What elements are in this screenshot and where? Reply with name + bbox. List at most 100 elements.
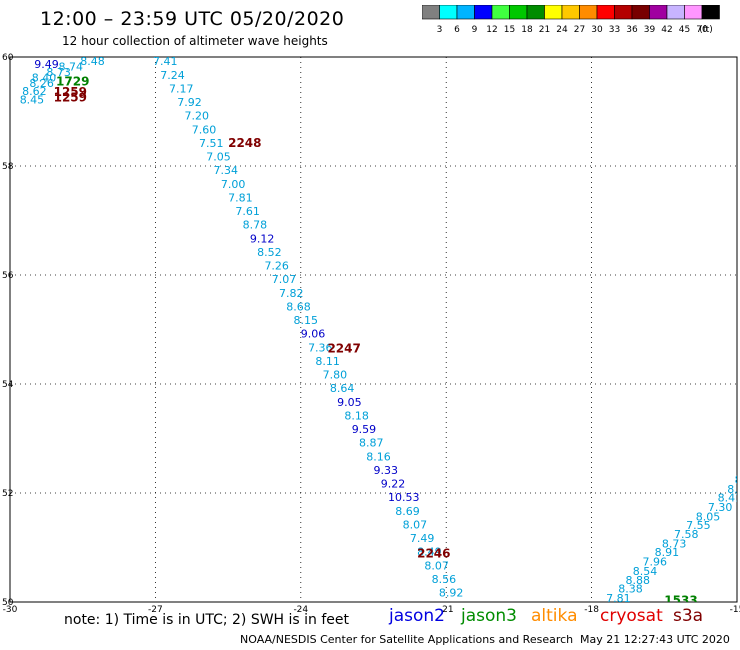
wave-height-label: 7.55 xyxy=(686,519,711,532)
wave-height-label: 7.81 xyxy=(606,592,631,605)
wave-height-label: 9.05 xyxy=(337,396,362,409)
track-layer: 7.417.247.177.927.207.607.517.057.347.00… xyxy=(20,55,740,605)
wave-height-label: 9.33 xyxy=(374,464,399,477)
legend-label: 39 xyxy=(644,25,656,35)
legend-label: 9 xyxy=(472,25,478,35)
wave-height-label: 8.92 xyxy=(439,587,464,600)
legend-label: 3 xyxy=(437,25,443,35)
wave-height-label: 7.60 xyxy=(192,123,217,136)
map-frame xyxy=(9,56,738,603)
wave-height-label: 10.53 xyxy=(388,491,420,504)
footnote: note: 1) Time is in UTC; 2) SWH is in fe… xyxy=(64,612,350,628)
lon-tick-label: -24 xyxy=(293,605,308,615)
wave-height-label: 8.18 xyxy=(344,409,369,422)
wave-height-label: 8.88 xyxy=(626,574,651,587)
lon-tick-label: -18 xyxy=(584,605,599,615)
legend-label: 70 xyxy=(696,25,708,35)
wave-height-label: 9.22 xyxy=(381,478,406,491)
lat-tick-label: 54 xyxy=(2,380,14,390)
lon-tick-label: -30 xyxy=(3,605,18,615)
lat-tick-label: 58 xyxy=(2,162,14,172)
wave-height-label: 8.91 xyxy=(655,546,680,559)
wave-height-label: 7.96 xyxy=(642,555,667,568)
legend-label: 15 xyxy=(504,25,515,35)
legend-cryosat: cryosat xyxy=(600,606,663,626)
wave-height-label: 7.51 xyxy=(199,137,224,150)
legend-s3a: s3a xyxy=(673,606,704,626)
legend-label: 24 xyxy=(556,25,568,35)
wave-height-label: 7.05 xyxy=(206,151,231,164)
wave-height-label: 8.11 xyxy=(315,355,340,368)
wave-height-label: 8.38 xyxy=(618,583,643,596)
lat-tick-label: 56 xyxy=(2,271,14,281)
wave-height-label: 7.34 xyxy=(214,164,239,177)
generation-timestamp: May 21 12:27:43 UTC 2020 xyxy=(580,633,730,646)
wave-height-label: 8.73 xyxy=(46,66,71,79)
wave-height-label: 8.73 xyxy=(662,538,687,551)
lat-tick-label: 50 xyxy=(2,598,14,608)
wave-height-label: 7.17 xyxy=(169,82,194,95)
pass-time-label: 2247 xyxy=(327,341,360,355)
wave-height-label: 8.56 xyxy=(432,573,457,586)
wave-height-label: 8 xyxy=(735,474,740,487)
wave-height-label: 8.87 xyxy=(359,437,384,450)
pass-time-label: 1259 xyxy=(54,91,87,105)
wave-height-label: 7.41 xyxy=(153,55,178,68)
map-panel: -30-27-24-21-18-156058565452507.417.247.… xyxy=(2,53,740,615)
wave-height-label: 9.59 xyxy=(352,423,377,436)
legend-jason2: jason2 xyxy=(389,606,445,626)
lat-tick-label: 60 xyxy=(2,53,14,63)
legend-label: 33 xyxy=(609,25,620,35)
wave-height-label: 7.80 xyxy=(323,369,348,382)
wave-height-label: 7.07 xyxy=(272,273,297,286)
wave-height-label: 8.52 xyxy=(257,246,282,259)
legend-label: 42 xyxy=(661,25,672,35)
wave-height-label: 7.81 xyxy=(228,191,253,204)
map-subtitle: 12 hour collection of altimeter wave hei… xyxy=(62,34,328,48)
wave-height-label: 8.69 xyxy=(395,505,420,518)
wave-height-label: 8.07 xyxy=(403,518,428,531)
lon-tick-label: -21 xyxy=(439,605,454,615)
wave-height-label: 8.26 xyxy=(29,77,53,90)
legend-label: 30 xyxy=(591,25,603,35)
wave-height-label: 7.20 xyxy=(184,110,209,123)
pass-time-label: 2246 xyxy=(417,546,450,560)
legend-label: 36 xyxy=(626,25,638,35)
credit-line: NOAA/NESDIS Center for Satellite Applica… xyxy=(240,633,574,646)
wave-height-label: 7.24 xyxy=(160,69,185,82)
legend-label: 12 xyxy=(486,25,497,35)
pass-time-label: 1259 xyxy=(54,85,87,99)
legend-label: 18 xyxy=(521,25,533,35)
wave-height-label: 7.36 xyxy=(308,341,333,354)
wave-height-label: 9.12 xyxy=(250,232,275,245)
wave-height-label: 7.30 xyxy=(708,501,733,514)
wave-height-label: 8.07 xyxy=(424,559,449,572)
wave-height-label: 8.05 xyxy=(696,510,721,523)
pass-time-label: 2248 xyxy=(228,136,261,150)
legend-label: 45 xyxy=(679,25,690,35)
legend-unit: (ft) xyxy=(699,25,713,35)
map-title: 12:00 – 23:59 UTC 05/20/2020 xyxy=(40,8,345,30)
wave-height-label: 8.45 xyxy=(20,93,45,106)
wave-height-label: 7.92 xyxy=(177,96,202,109)
lon-tick-label: -15 xyxy=(730,605,740,615)
wave-height-label: 8.41 xyxy=(718,492,740,505)
legend-label: 21 xyxy=(539,25,550,35)
wave-height-label: 8.40 xyxy=(32,72,56,85)
wave-height-label: 7.49 xyxy=(410,532,435,545)
color-legend: 3 6 9 12 15 18 21 24 27 30 33 36 39 42 45 70(ft) xyxy=(422,5,720,35)
wave-height-label: 8.49 xyxy=(417,546,442,559)
wave-height-label: 8.15 xyxy=(294,314,319,327)
legend-altika: altika xyxy=(531,606,578,626)
wave-height-label: 7.00 xyxy=(221,178,246,191)
legend-label: 27 xyxy=(574,25,585,35)
legend-jason3: jason3 xyxy=(461,606,517,626)
wave-height-label: 9.06 xyxy=(301,328,326,341)
wave-height-label: 7.61 xyxy=(235,205,260,218)
wave-height-label: 8.48 xyxy=(80,55,105,68)
legend-swatch xyxy=(701,5,720,20)
wave-height-label: 8.68 xyxy=(286,300,311,313)
wave-height-label: 9.49 xyxy=(34,58,59,71)
wave-height-label: 8.78 xyxy=(243,219,268,232)
lon-tick-label: -27 xyxy=(148,605,163,615)
